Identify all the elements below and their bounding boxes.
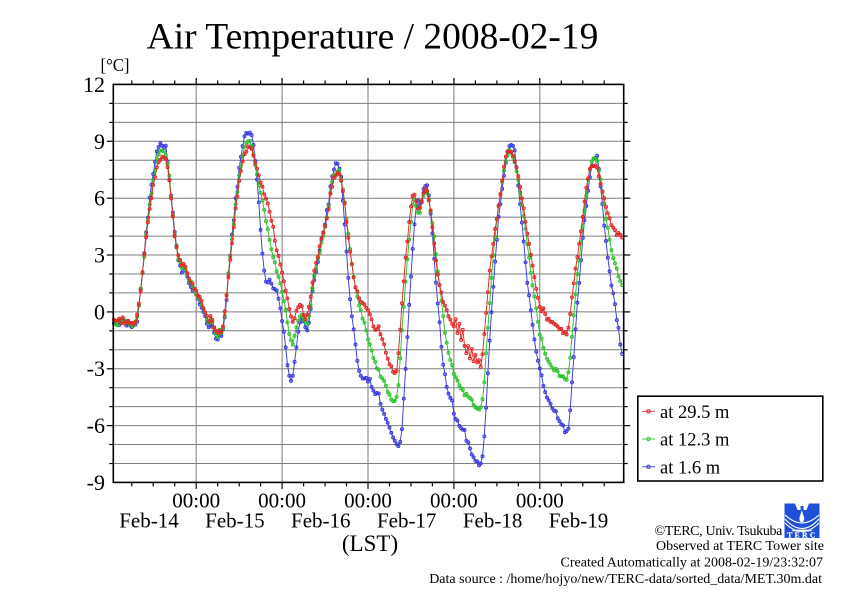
svg-text:3: 3 bbox=[94, 243, 105, 268]
svg-text:at 1.6 m: at 1.6 m bbox=[660, 458, 721, 478]
svg-text:00:00: 00:00 bbox=[344, 489, 392, 513]
svg-text:at 12.3 m: at 12.3 m bbox=[660, 431, 730, 451]
svg-text:Feb-17: Feb-17 bbox=[377, 509, 437, 533]
svg-text:Feb-19: Feb-19 bbox=[549, 509, 609, 533]
svg-text:©TERC, Univ. Tsukuba: ©TERC, Univ. Tsukuba bbox=[655, 524, 784, 539]
svg-text:[°C]: [°C] bbox=[101, 55, 130, 75]
svg-text:(LST): (LST) bbox=[342, 531, 398, 556]
svg-text:Air Temperature / 2008-02-19: Air Temperature / 2008-02-19 bbox=[147, 16, 599, 57]
svg-text:Feb-14: Feb-14 bbox=[119, 509, 179, 533]
svg-text:Created Automatically at 2008-: Created Automatically at 2008-02-19/23:3… bbox=[561, 556, 823, 571]
svg-text:Feb-18: Feb-18 bbox=[463, 509, 523, 533]
svg-text:Data source : /home/hojyo/new/: Data source : /home/hojyo/new/TERC-data/… bbox=[429, 572, 822, 587]
svg-text:Feb-16: Feb-16 bbox=[291, 509, 351, 533]
svg-text:12: 12 bbox=[83, 72, 105, 97]
svg-text:at 29.5 m: at 29.5 m bbox=[660, 403, 730, 423]
svg-text:Feb-15: Feb-15 bbox=[205, 509, 265, 533]
svg-text:-3: -3 bbox=[87, 356, 105, 381]
svg-text:00:00: 00:00 bbox=[516, 489, 564, 513]
svg-text:6: 6 bbox=[94, 186, 105, 211]
svg-text:00:00: 00:00 bbox=[430, 489, 478, 513]
svg-text:00:00: 00:00 bbox=[172, 489, 220, 513]
svg-text:TERC: TERC bbox=[787, 531, 817, 540]
svg-text:-6: -6 bbox=[87, 413, 105, 438]
svg-text:0: 0 bbox=[94, 299, 105, 324]
svg-text:9: 9 bbox=[94, 129, 105, 154]
svg-text:00:00: 00:00 bbox=[258, 489, 306, 513]
svg-text:Observed at TERC Tower site: Observed at TERC Tower site bbox=[656, 539, 824, 554]
svg-text:-9: -9 bbox=[87, 470, 105, 495]
